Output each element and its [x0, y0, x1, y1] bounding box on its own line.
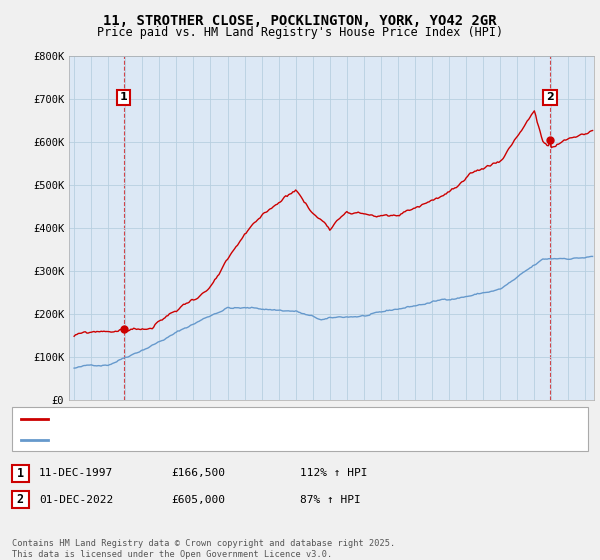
- Text: Contains HM Land Registry data © Crown copyright and database right 2025.
This d: Contains HM Land Registry data © Crown c…: [12, 539, 395, 559]
- Text: HPI: Average price, detached house, East Riding of Yorkshire: HPI: Average price, detached house, East…: [54, 435, 429, 445]
- Text: 11, STROTHER CLOSE, POCKLINGTON, YORK, YO42 2GR (detached house): 11, STROTHER CLOSE, POCKLINGTON, YORK, Y…: [54, 414, 454, 424]
- Text: 11, STROTHER CLOSE, POCKLINGTON, YORK, YO42 2GR: 11, STROTHER CLOSE, POCKLINGTON, YORK, Y…: [103, 14, 497, 28]
- Text: 2: 2: [17, 493, 24, 506]
- Text: £166,500: £166,500: [171, 468, 225, 478]
- Text: Price paid vs. HM Land Registry's House Price Index (HPI): Price paid vs. HM Land Registry's House …: [97, 26, 503, 39]
- Text: 1: 1: [120, 92, 128, 102]
- Text: 2: 2: [546, 92, 554, 102]
- Text: 1: 1: [17, 466, 24, 480]
- Text: 87% ↑ HPI: 87% ↑ HPI: [300, 494, 361, 505]
- Text: 11-DEC-1997: 11-DEC-1997: [39, 468, 113, 478]
- Text: 112% ↑ HPI: 112% ↑ HPI: [300, 468, 367, 478]
- Text: £605,000: £605,000: [171, 494, 225, 505]
- Text: 01-DEC-2022: 01-DEC-2022: [39, 494, 113, 505]
